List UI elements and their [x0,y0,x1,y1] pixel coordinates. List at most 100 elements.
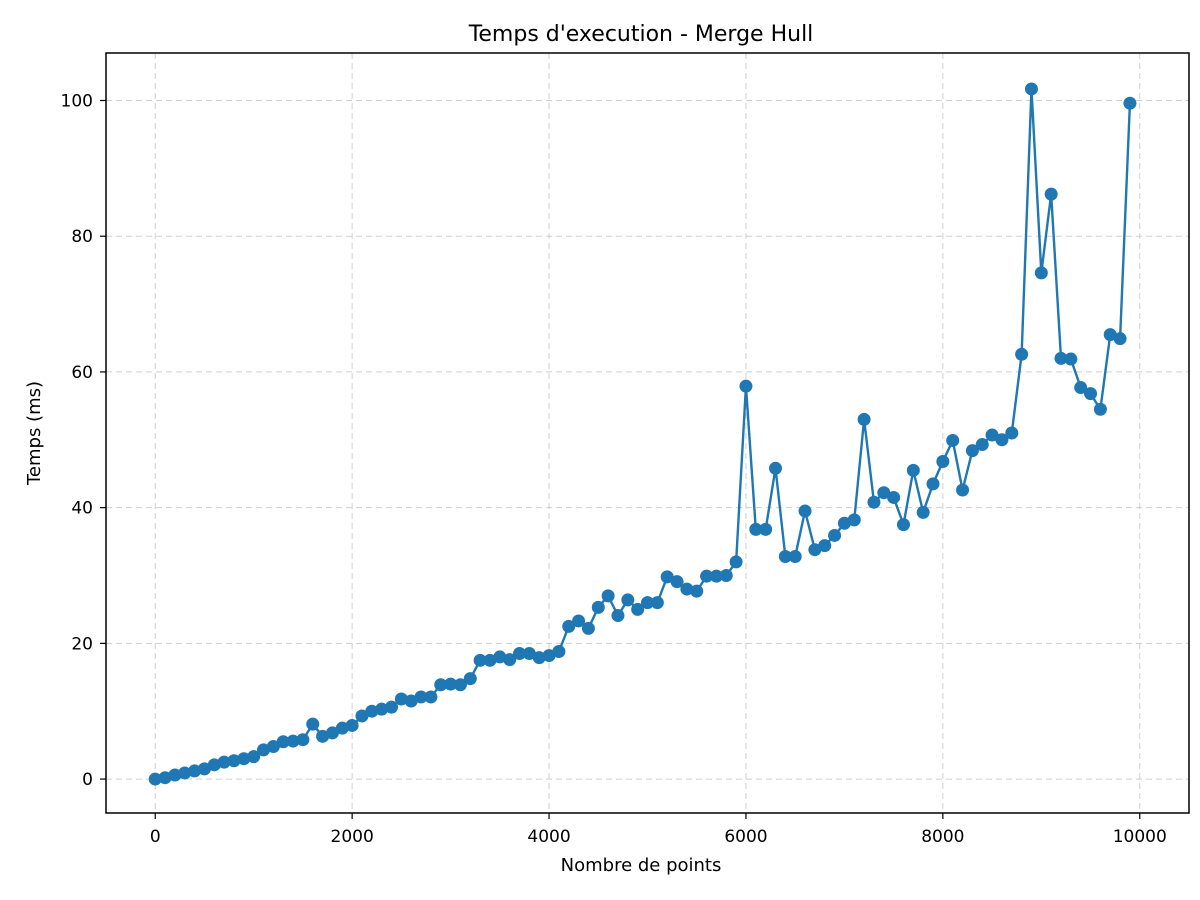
data-point [463,672,477,686]
x-tick-label: 10000 [1113,827,1167,847]
data-point [1054,351,1068,365]
data-point [729,555,743,569]
data-point [168,768,182,782]
y-tick-label: 20 [71,634,93,654]
data-point [778,550,792,563]
data-point [700,569,714,583]
x-axis-ticks: 0 2000 4000 6000 8000 10000 [150,813,1167,847]
data-point [375,702,389,716]
series-line [155,87,1132,781]
data-point [936,455,950,468]
data-point [887,490,901,504]
data-point [286,734,300,748]
data-point [207,758,221,772]
data-point [355,709,369,723]
y-axis-label: Temps (ms) [24,381,45,486]
data-point [148,772,162,786]
data-point [1074,381,1088,395]
data-point [1015,347,1029,361]
data-point [641,596,654,610]
data-point [197,762,211,776]
data-point [690,584,704,598]
data-point [1024,82,1038,96]
data-point [1064,352,1078,366]
data-point [1113,332,1127,346]
data-point [572,614,586,628]
data-point [513,647,527,661]
data-point [650,596,664,610]
data-point [385,700,399,714]
data-point [227,754,241,768]
data-point [621,593,635,607]
data-point [739,379,753,393]
y-tick-label: 80 [71,227,93,247]
data-point [1034,266,1048,280]
data-point [591,600,605,614]
data-point [483,653,497,667]
data-point [719,569,733,582]
data-point [660,570,674,584]
data-point [306,717,320,731]
data-point [414,690,428,704]
data-point [581,621,595,635]
y-tick-label: 60 [71,363,93,383]
data-point [808,543,822,557]
data-point [975,438,989,452]
data-point [257,743,271,757]
data-point [365,704,379,718]
data-point [1044,187,1058,201]
data-point [237,752,251,766]
x-axis-label: Nombre de points [561,855,722,876]
data-point [493,650,507,664]
data-point [611,609,625,623]
x-tick-label: 8000 [921,827,964,847]
data-point [434,678,448,692]
data-point [158,771,172,785]
chart-title: Temps d'execution - Merge Hull [468,22,814,47]
y-tick-label: 0 [82,770,93,790]
data-point [916,505,930,519]
plot-frame [105,52,1190,814]
data-point [680,582,694,596]
data-point [522,647,536,661]
data-points [148,82,1137,786]
data-point [473,653,487,667]
data-point [759,522,773,536]
data-point [1123,96,1137,110]
data-point [818,539,832,553]
data-point [404,694,418,708]
data-point [424,690,438,704]
data-point [188,764,202,778]
data-point [926,477,940,491]
data-point [837,516,851,530]
x-tick-label: 2000 [331,827,374,847]
data-point [1084,387,1098,401]
data-point [847,513,861,527]
data-point [266,740,280,753]
x-tick-label: 6000 [724,827,767,847]
data-point [896,518,910,532]
data-point [532,651,546,665]
data-point [946,433,960,447]
data-point [296,733,310,747]
data-point [749,522,763,536]
data-point [1103,328,1117,342]
data-point [867,495,881,509]
data-point [995,433,1009,447]
data-point [444,677,458,691]
data-point [670,575,684,589]
data-point [788,550,802,563]
data-point [276,735,290,749]
data-point [601,589,615,603]
data-point [335,721,349,735]
data-point [316,729,330,743]
data-point [552,645,566,658]
data-point [503,653,517,667]
data-point [709,569,723,583]
data-point [877,486,891,500]
data-point [247,750,261,764]
data-point [906,463,920,477]
data-point [798,504,812,518]
data-point [985,428,999,442]
